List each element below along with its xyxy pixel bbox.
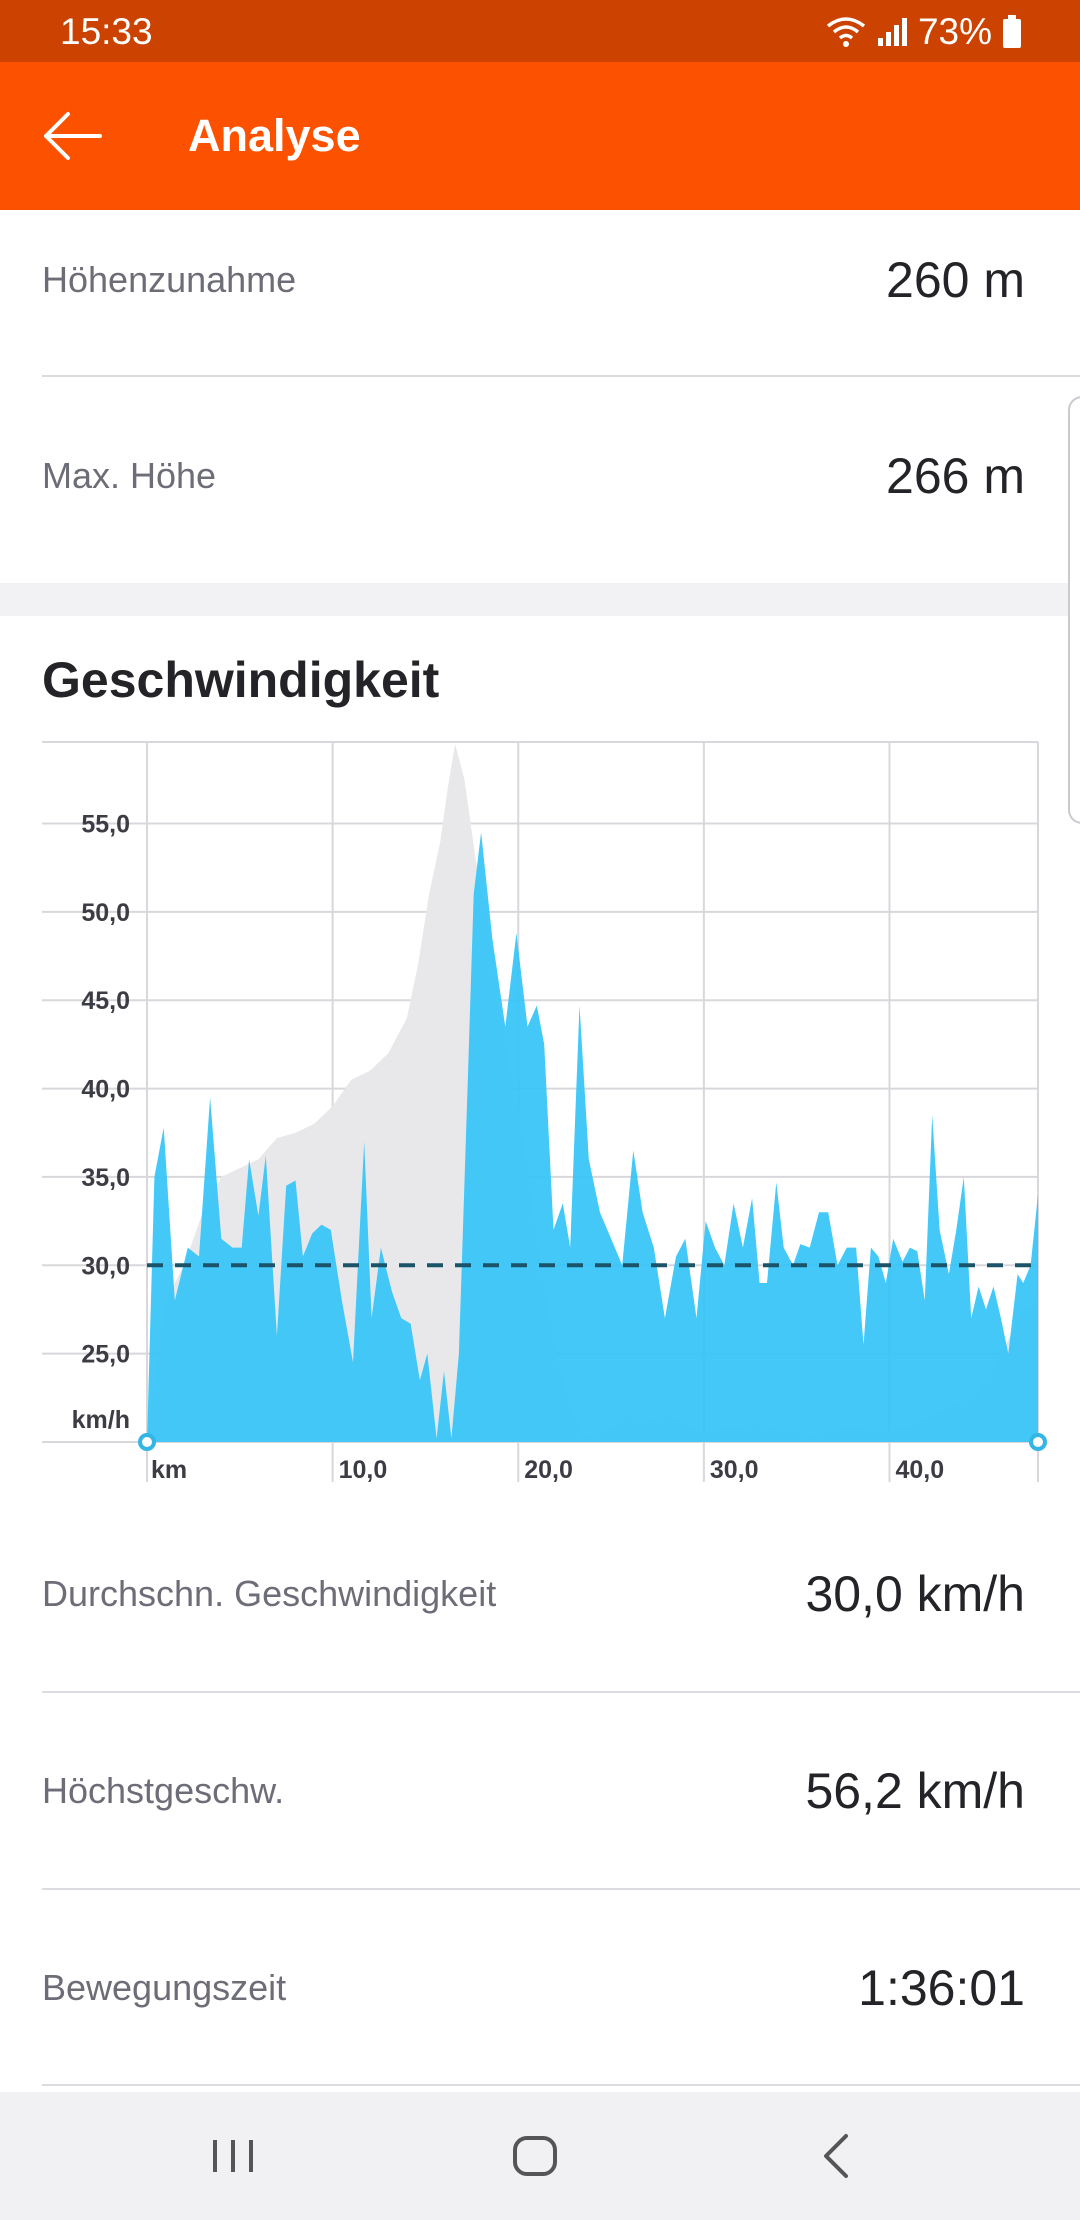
row-divider: [42, 1888, 1080, 1890]
range-start-handle[interactable]: [138, 1433, 156, 1451]
stat-label: Höhenzunahme: [42, 259, 297, 300]
stat-label: Bewegungszeit: [42, 1967, 287, 2008]
status-icons: 73%: [826, 11, 1022, 52]
speed-chart: 25,0 30,0 35,0 40,0 45,0 50,0 55,0 10,0 20,0 30,…: [42, 741, 1047, 1484]
system-nav-bar: [0, 2092, 1080, 2220]
section-title-speed: Geschwindigkeit: [42, 652, 440, 708]
app-bar: Analyse: [0, 62, 1080, 210]
recent-apps-icon[interactable]: [203, 2126, 263, 2186]
stat-value: 266 m: [886, 448, 1025, 504]
home-icon[interactable]: [505, 2126, 565, 2186]
stat-row-max-speed: Höchstgeschw. 56,2 km/h: [42, 1693, 1025, 1889]
x-axis-labels: 10,0 20,0 30,0 40,0: [339, 1456, 945, 1484]
range-end-handle[interactable]: [1029, 1433, 1047, 1451]
stat-value: 56,2 km/h: [805, 1763, 1025, 1819]
wifi-icon: [826, 17, 866, 47]
y-tick-label: 40,0: [81, 1076, 130, 1104]
y-tick-label: 25,0: [81, 1341, 130, 1369]
elevation-area: [147, 744, 1038, 1442]
row-divider: [42, 375, 1080, 377]
battery-icon: [1003, 15, 1021, 48]
section-separator: [0, 583, 1068, 616]
y-tick-label: 55,0: [81, 811, 130, 839]
row-divider: [42, 2084, 1080, 2086]
back-arrow-icon[interactable]: [40, 106, 104, 166]
nav-back-icon[interactable]: [808, 2126, 868, 2186]
stat-row-moving-time: Bewegungszeit 1:36:01: [42, 1890, 1025, 2086]
y-axis-unit-label: km/h: [72, 1406, 130, 1434]
x-axis-unit-label: km: [151, 1456, 187, 1484]
stat-label: Max. Höhe: [42, 455, 217, 496]
page-title: Analyse: [188, 110, 361, 161]
y-tick-label: 50,0: [81, 899, 130, 927]
battery-percent: 73%: [917, 11, 992, 52]
y-tick-label: 30,0: [81, 1252, 130, 1280]
x-tick-label: 10,0: [339, 1456, 388, 1484]
stat-value: 30,0 km/h: [805, 1566, 1025, 1622]
stat-row-elevation-gain: Höhenzunahme 260 m: [42, 182, 1025, 378]
x-tick-label: 30,0: [710, 1456, 759, 1484]
stat-value: 1:36:01: [858, 1960, 1025, 2016]
stat-row-average-speed: Durchschn. Geschwindigkeit 30,0 km/h: [42, 1496, 1025, 1692]
y-tick-label: 35,0: [81, 1164, 130, 1192]
x-tick-label: 20,0: [524, 1456, 573, 1484]
stat-value: 260 m: [886, 252, 1025, 308]
stat-label: Durchschn. Geschwindigkeit: [42, 1573, 497, 1614]
y-tick-label: 45,0: [81, 987, 130, 1015]
x-tick-label: 40,0: [896, 1456, 945, 1484]
stat-row-max-elevation: Max. Höhe 266 m: [42, 378, 1025, 574]
row-divider: [42, 1691, 1080, 1693]
status-bar: 15:33 73%: [0, 0, 1080, 62]
speed-area: [147, 832, 1038, 1442]
signal-icon: [877, 18, 907, 46]
status-time: 15:33: [60, 11, 153, 52]
y-axis-labels: 25,0 30,0 35,0 40,0 45,0 50,0 55,0: [81, 811, 130, 1369]
stat-label: Höchstgeschw.: [42, 1770, 285, 1811]
